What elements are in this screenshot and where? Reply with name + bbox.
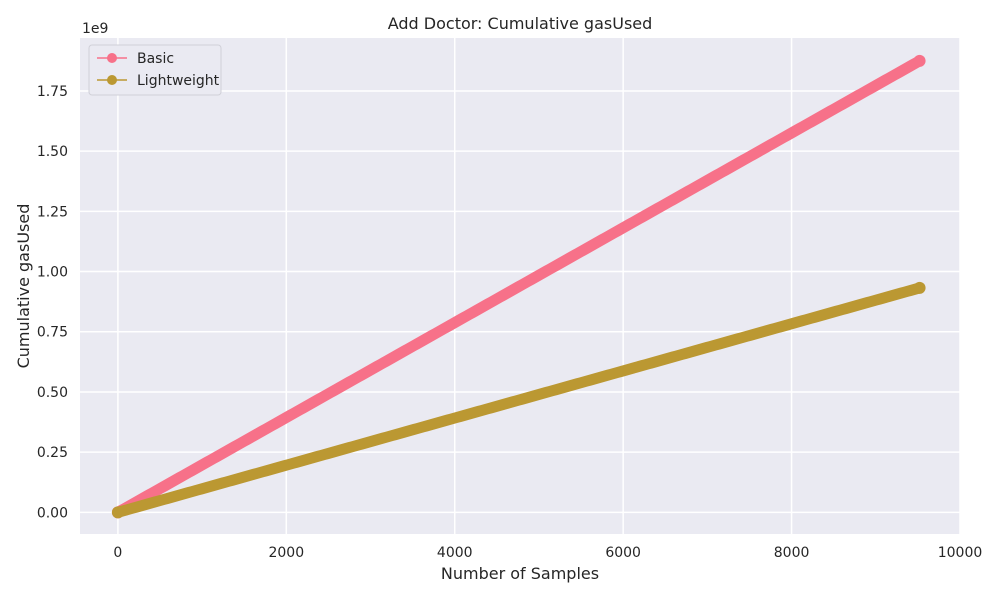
series-layer [111,54,926,519]
x-tick-label: 8000 [774,545,810,561]
series-line-lightweight [112,282,926,518]
legend-label-lightweight: Lightweight [137,73,220,89]
x-tick-label: 10000 [938,545,983,561]
legend: Basic Lightweight [88,44,222,96]
y-tick-label: 0.75 [37,325,68,341]
chart-title: Add Doctor: Cumulative gasUsed [388,14,653,33]
legend-marker-basic [107,53,117,63]
y-tick-label: 0.25 [37,445,68,461]
series-point-lightweight [913,281,926,294]
y-tick-label: 1.50 [37,144,68,160]
x-tick-label: 6000 [605,545,641,561]
y-tick-label: 0.00 [37,505,68,521]
y-tick-label: 1.25 [37,204,68,220]
x-axis-title: Number of Samples [441,564,599,583]
y-multiplier-label: 1e9 [82,21,108,37]
series-point-basic [913,54,926,67]
x-tick-label: 2000 [268,545,304,561]
y-tick-label: 1.75 [37,84,68,100]
y-tick-label: 0.50 [37,385,68,401]
legend-marker-lightweight [107,75,117,85]
y-axis-title: Cumulative gasUsed [14,204,33,369]
x-tick-label: 4000 [437,545,473,561]
legend-label-basic: Basic [137,51,174,67]
series-point-lightweight [111,506,124,519]
x-tick-labels: 0 2000 4000 6000 8000 10000 [113,545,982,561]
y-tick-labels: 0.00 0.25 0.50 0.75 1.00 1.25 1.50 1.75 [37,84,68,521]
series-line-basic [112,55,926,518]
y-tick-label: 1.00 [37,265,68,281]
x-tick-label: 0 [113,545,122,561]
